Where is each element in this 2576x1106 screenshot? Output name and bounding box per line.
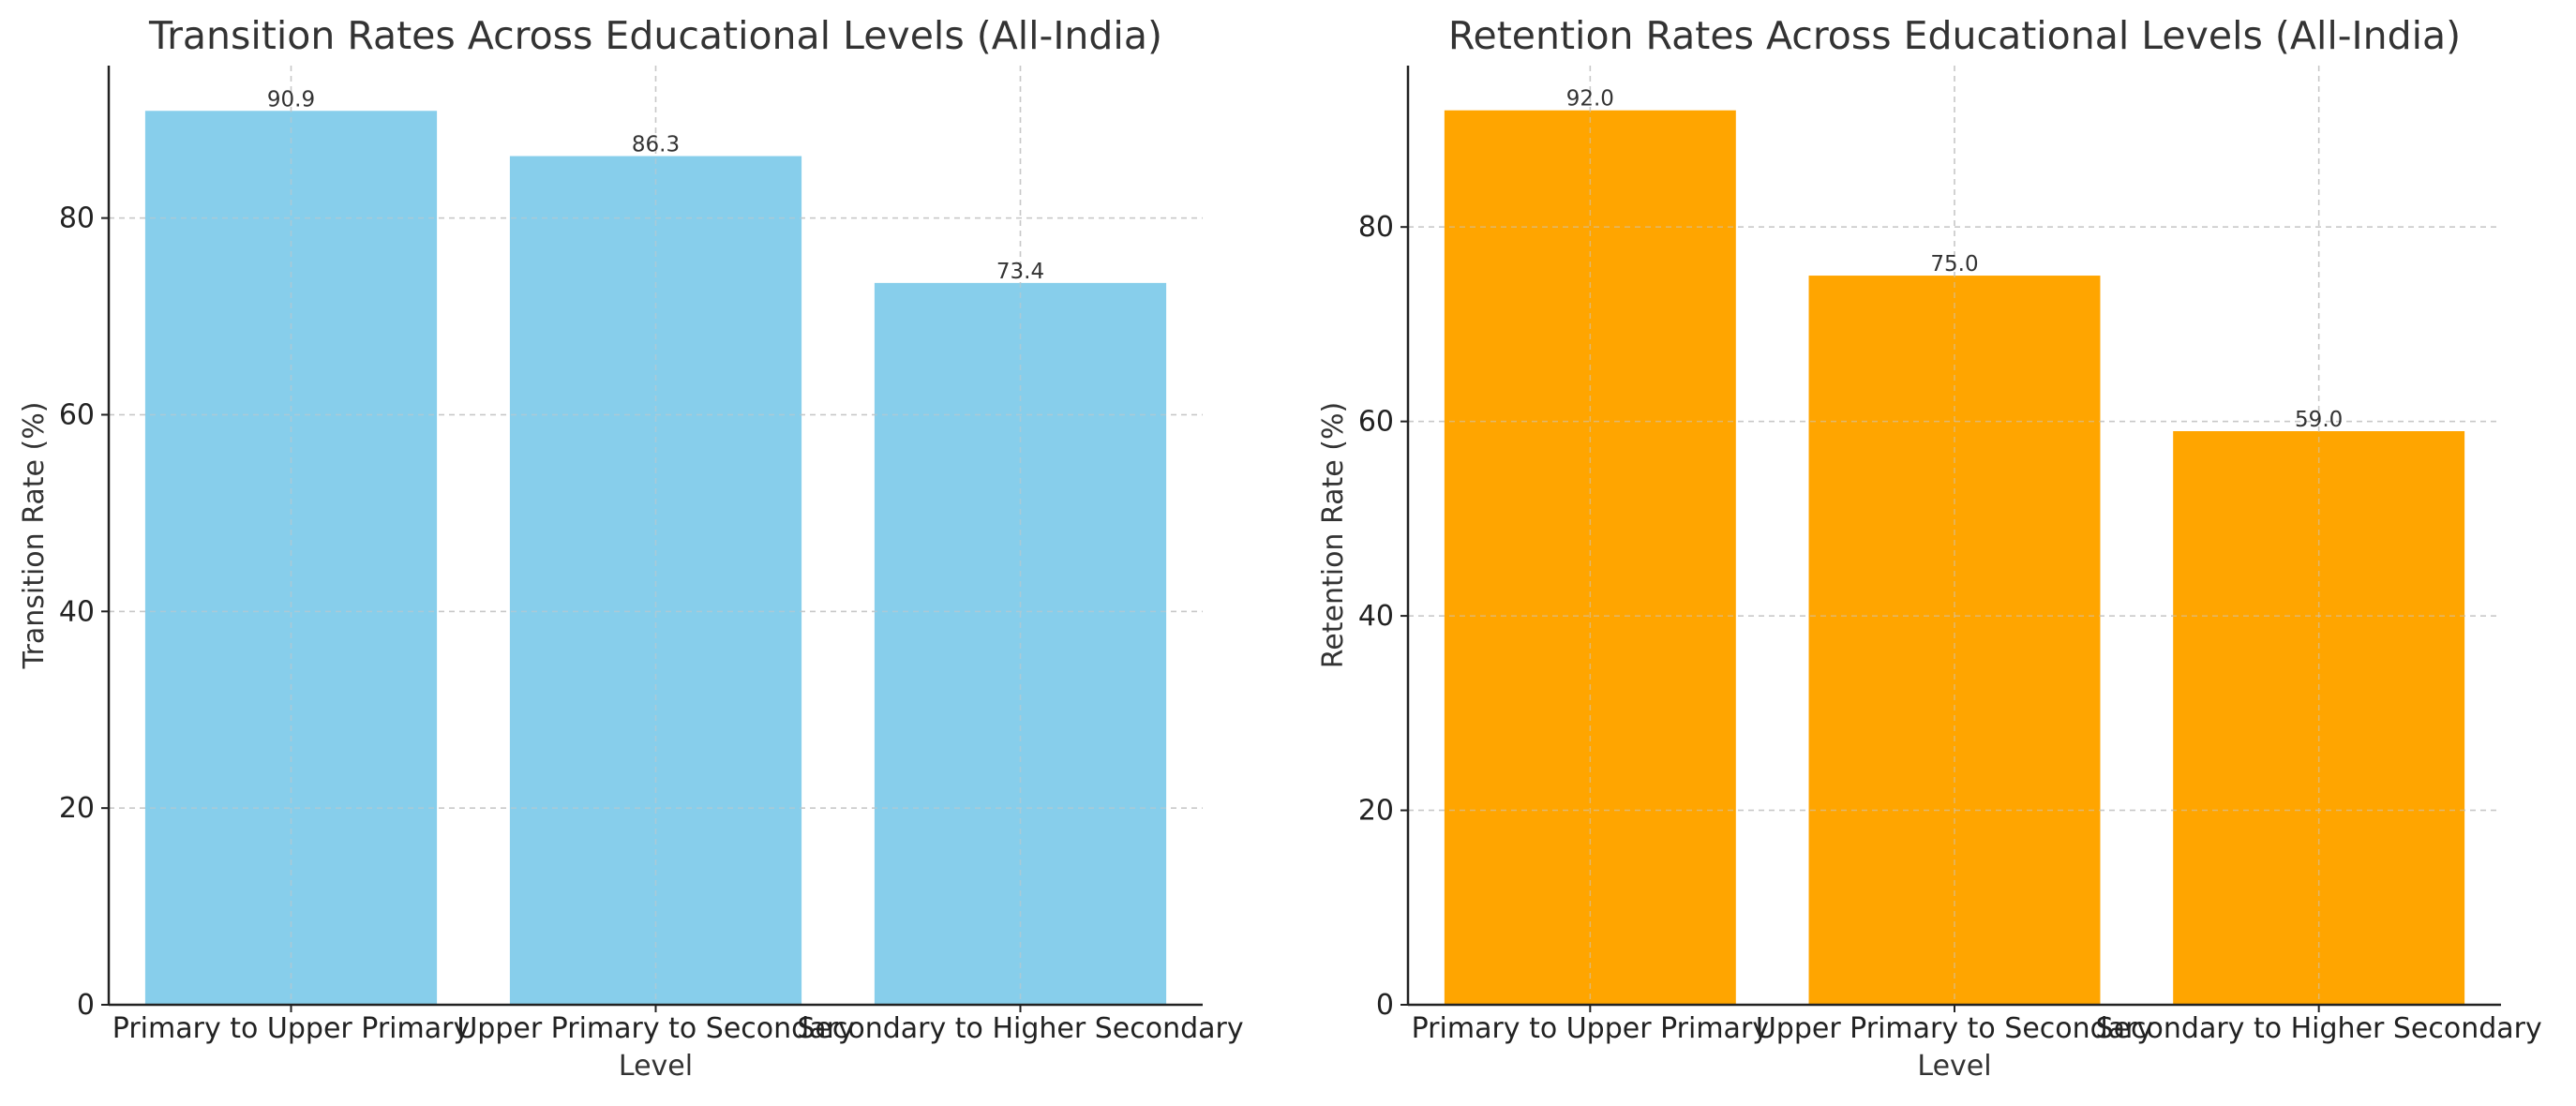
y-tick-label: 80	[59, 202, 95, 235]
y-axis-label: Retention Rate (%)	[1317, 402, 1350, 668]
x-tick-label: Upper Primary to Secondary	[1756, 1012, 2153, 1045]
data-label: 59.0	[2295, 408, 2343, 432]
bar-0	[144, 111, 438, 1006]
x-axis-label: Level	[619, 1050, 693, 1083]
chart-title: Transition Rates Across Educational Leve…	[148, 13, 1162, 58]
y-tick-label: 0	[77, 989, 95, 1022]
x-tick-label: Secondary to Higher Secondary	[2096, 1012, 2542, 1045]
x-tick-label: Primary to Upper Primary	[1412, 1012, 1769, 1045]
bar-0	[1444, 110, 1736, 1005]
y-tick-label: 60	[1358, 406, 1394, 439]
data-label: 86.3	[632, 133, 680, 157]
y-tick-label: 20	[59, 792, 95, 825]
retention-rates-chart: 92.0 75.0 59.0 0 20 40 60 80 Primary to Upper Pr…	[1317, 13, 2542, 1083]
data-label: 73.4	[996, 260, 1044, 284]
x-tick-label: Secondary to Higher Secondary	[797, 1012, 1243, 1045]
data-label: 90.9	[267, 87, 315, 112]
chart-title: Retention Rates Across Educational Level…	[1448, 13, 2461, 58]
x-tick-label: Primary to Upper Primary	[112, 1012, 470, 1045]
y-axis-label: Transition Rate (%)	[18, 402, 51, 670]
data-label: 92.0	[1566, 87, 1614, 112]
y-tick-label: 20	[1358, 795, 1394, 828]
y-tick-label: 80	[1358, 211, 1394, 244]
y-tick-label: 40	[59, 595, 95, 628]
x-axis-label: Level	[1917, 1050, 1991, 1083]
data-label: 75.0	[1930, 252, 1978, 276]
x-tick-label: Upper Primary to Secondary	[457, 1012, 854, 1045]
y-tick-label: 60	[59, 398, 95, 431]
y-tick-label: 0	[1376, 989, 1394, 1022]
transition-rates-chart: 90.9 86.3 73.4 0 20 40 60 80 Primary to Upper Pr…	[18, 13, 1244, 1083]
y-tick-label: 40	[1358, 600, 1394, 633]
